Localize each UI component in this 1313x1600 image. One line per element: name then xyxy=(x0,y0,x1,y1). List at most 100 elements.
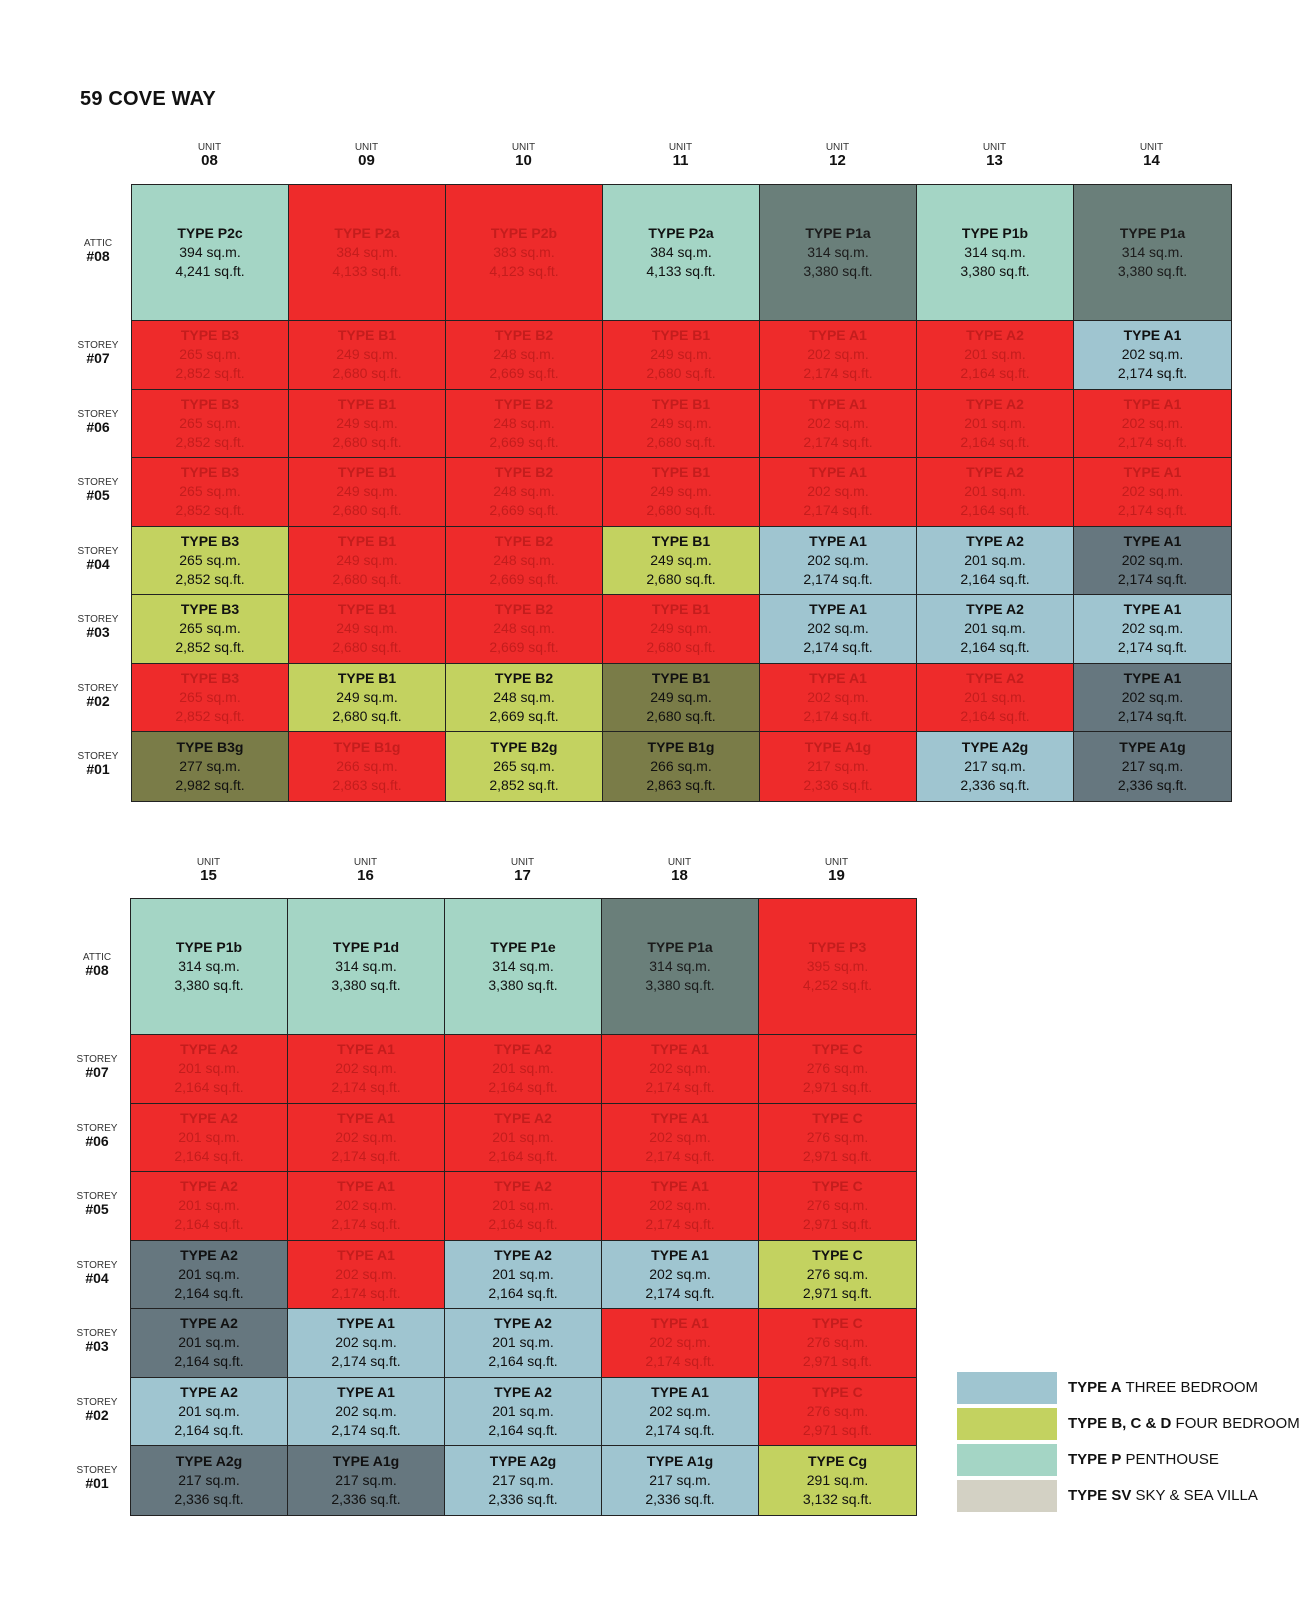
legend-type: TYPE B, C & D xyxy=(1068,1415,1172,1432)
unit-cell[interactable]: TYPE B1 249 sq.m. 2,680 sq.ft. xyxy=(289,458,446,527)
unit-cell[interactable]: TYPE B1 249 sq.m. 2,680 sq.ft. xyxy=(603,663,760,732)
unit-cell[interactable]: TYPE A2 201 sq.m. 2,164 sq.ft. xyxy=(917,458,1074,527)
unit-cell[interactable]: TYPE A1 202 sq.m. 2,174 sq.ft. xyxy=(760,321,917,390)
unit-type: TYPE A1 xyxy=(809,532,867,549)
unit-cell[interactable]: TYPE P1b 314 sq.m. 3,380 sq.ft. xyxy=(131,899,288,1035)
unit-cell[interactable]: TYPE B2 248 sq.m. 2,669 sq.ft. xyxy=(446,458,603,527)
unit-cell[interactable]: TYPE P2a 384 sq.m. 4,133 sq.ft. xyxy=(603,185,760,321)
unit-cell[interactable]: TYPE A1g 217 sq.m. 2,336 sq.ft. xyxy=(288,1446,445,1515)
unit-cell[interactable]: TYPE C 276 sq.m. 2,971 sq.ft. xyxy=(759,1172,916,1241)
unit-cell[interactable]: TYPE A1 202 sq.m. 2,174 sq.ft. xyxy=(760,663,917,732)
unit-cell[interactable]: TYPE A1 202 sq.m. 2,174 sq.ft. xyxy=(602,1172,759,1241)
unit-cell[interactable]: TYPE A1 202 sq.m. 2,174 sq.ft. xyxy=(760,458,917,527)
unit-cell[interactable]: TYPE A2 201 sq.m. 2,164 sq.ft. xyxy=(445,1103,602,1172)
unit-cell[interactable]: TYPE B3 265 sq.m. 2,852 sq.ft. xyxy=(132,526,289,595)
unit-cell[interactable]: TYPE A1 202 sq.m. 2,174 sq.ft. xyxy=(1074,595,1231,664)
unit-cell[interactable]: TYPE C 276 sq.m. 2,971 sq.ft. xyxy=(759,1377,916,1446)
unit-cell[interactable]: TYPE A1 202 sq.m. 2,174 sq.ft. xyxy=(288,1377,445,1446)
unit-cell[interactable]: TYPE A1g 217 sq.m. 2,336 sq.ft. xyxy=(602,1446,759,1515)
unit-cell[interactable]: TYPE A2g 217 sq.m. 2,336 sq.ft. xyxy=(917,732,1074,801)
unit-cell[interactable]: TYPE B2 248 sq.m. 2,669 sq.ft. xyxy=(446,389,603,458)
unit-cell[interactable]: TYPE A2 201 sq.m. 2,164 sq.ft. xyxy=(131,1035,288,1104)
unit-cell[interactable]: TYPE B2 248 sq.m. 2,669 sq.ft. xyxy=(446,526,603,595)
unit-cell[interactable]: TYPE P3 395 sq.m. 4,252 sq.ft. xyxy=(759,899,916,1035)
unit-cell[interactable]: TYPE A1 202 sq.m. 2,174 sq.ft. xyxy=(760,389,917,458)
unit-cell[interactable]: TYPE A2 201 sq.m. 2,164 sq.ft. xyxy=(445,1309,602,1378)
unit-cell[interactable]: TYPE B1g 266 sq.m. 2,863 sq.ft. xyxy=(603,732,760,801)
unit-cell[interactable]: TYPE B1 249 sq.m. 2,680 sq.ft. xyxy=(289,595,446,664)
unit-cell[interactable]: TYPE B3 265 sq.m. 2,852 sq.ft. xyxy=(132,458,289,527)
unit-cell[interactable]: TYPE A2 201 sq.m. 2,164 sq.ft. xyxy=(917,663,1074,732)
unit-cell[interactable]: TYPE A2g 217 sq.m. 2,336 sq.ft. xyxy=(445,1446,602,1515)
unit-cell[interactable]: TYPE A1 202 sq.m. 2,174 sq.ft. xyxy=(760,526,917,595)
unit-cell[interactable]: TYPE A1 202 sq.m. 2,174 sq.ft. xyxy=(288,1035,445,1104)
unit-cell[interactable]: TYPE P1a 314 sq.m. 3,380 sq.ft. xyxy=(760,185,917,321)
unit-cell[interactable]: TYPE B1 249 sq.m. 2,680 sq.ft. xyxy=(603,526,760,595)
unit-cell[interactable]: TYPE B2 248 sq.m. 2,669 sq.ft. xyxy=(446,321,603,390)
unit-cell[interactable]: TYPE A1 202 sq.m. 2,174 sq.ft. xyxy=(1074,663,1231,732)
unit-area-sqft: 2,174 sq.ft. xyxy=(803,502,873,519)
unit-cell[interactable]: TYPE A2 201 sq.m. 2,164 sq.ft. xyxy=(131,1309,288,1378)
unit-cell[interactable]: TYPE A1 202 sq.m. 2,174 sq.ft. xyxy=(1074,389,1231,458)
unit-cell[interactable]: TYPE B1g 266 sq.m. 2,863 sq.ft. xyxy=(289,732,446,801)
unit-cell[interactable]: TYPE A1 202 sq.m. 2,174 sq.ft. xyxy=(288,1103,445,1172)
unit-cell[interactable]: TYPE B1 249 sq.m. 2,680 sq.ft. xyxy=(603,595,760,664)
unit-type: TYPE A2 xyxy=(966,669,1024,686)
unit-cell[interactable]: TYPE C 276 sq.m. 2,971 sq.ft. xyxy=(759,1103,916,1172)
unit-cell[interactable]: TYPE A2 201 sq.m. 2,164 sq.ft. xyxy=(445,1377,602,1446)
unit-cell[interactable]: TYPE P2b 383 sq.m. 4,123 sq.ft. xyxy=(446,185,603,321)
unit-cell[interactable]: TYPE P1a 314 sq.m. 3,380 sq.ft. xyxy=(1074,185,1231,321)
unit-cell[interactable]: TYPE A1 202 sq.m. 2,174 sq.ft. xyxy=(288,1309,445,1378)
unit-cell[interactable]: TYPE A1 202 sq.m. 2,174 sq.ft. xyxy=(602,1309,759,1378)
unit-cell[interactable]: TYPE A1 202 sq.m. 2,174 sq.ft. xyxy=(602,1240,759,1309)
unit-cell[interactable]: TYPE A2 201 sq.m. 2,164 sq.ft. xyxy=(917,389,1074,458)
unit-cell[interactable]: TYPE A1 202 sq.m. 2,174 sq.ft. xyxy=(602,1103,759,1172)
unit-cell[interactable]: TYPE A2 201 sq.m. 2,164 sq.ft. xyxy=(445,1172,602,1241)
unit-cell[interactable]: TYPE A2 201 sq.m. 2,164 sq.ft. xyxy=(445,1035,602,1104)
unit-cell[interactable]: TYPE P1a 314 sq.m. 3,380 sq.ft. xyxy=(602,899,759,1035)
unit-cell[interactable]: TYPE B3 265 sq.m. 2,852 sq.ft. xyxy=(132,595,289,664)
unit-cell[interactable]: TYPE B3 265 sq.m. 2,852 sq.ft. xyxy=(132,663,289,732)
unit-cell[interactable]: TYPE B1 249 sq.m. 2,680 sq.ft. xyxy=(289,526,446,595)
unit-cell[interactable]: TYPE A2 201 sq.m. 2,164 sq.ft. xyxy=(131,1377,288,1446)
unit-cell[interactable]: TYPE P1e 314 sq.m. 3,380 sq.ft. xyxy=(445,899,602,1035)
unit-cell[interactable]: TYPE A1 202 sq.m. 2,174 sq.ft. xyxy=(1074,321,1231,390)
unit-cell[interactable]: TYPE A1 202 sq.m. 2,174 sq.ft. xyxy=(602,1035,759,1104)
unit-cell[interactable]: TYPE A2g 217 sq.m. 2,336 sq.ft. xyxy=(131,1446,288,1515)
unit-cell[interactable]: TYPE B1 249 sq.m. 2,680 sq.ft. xyxy=(603,321,760,390)
unit-cell[interactable]: TYPE A1 202 sq.m. 2,174 sq.ft. xyxy=(760,595,917,664)
unit-cell[interactable]: TYPE A1 202 sq.m. 2,174 sq.ft. xyxy=(288,1240,445,1309)
unit-cell[interactable]: TYPE A2 201 sq.m. 2,164 sq.ft. xyxy=(917,526,1074,595)
unit-cell[interactable]: TYPE P1d 314 sq.m. 3,380 sq.ft. xyxy=(288,899,445,1035)
unit-cell[interactable]: TYPE A1 202 sq.m. 2,174 sq.ft. xyxy=(1074,526,1231,595)
unit-cell[interactable]: TYPE Cg 291 sq.m. 3,132 sq.ft. xyxy=(759,1446,916,1515)
unit-cell[interactable]: TYPE A2 201 sq.m. 2,164 sq.ft. xyxy=(917,321,1074,390)
unit-cell[interactable]: TYPE B2 248 sq.m. 2,669 sq.ft. xyxy=(446,663,603,732)
unit-cell[interactable]: TYPE A1 202 sq.m. 2,174 sq.ft. xyxy=(602,1377,759,1446)
unit-cell[interactable]: TYPE A2 201 sq.m. 2,164 sq.ft. xyxy=(131,1172,288,1241)
unit-cell[interactable]: TYPE A2 201 sq.m. 2,164 sq.ft. xyxy=(917,595,1074,664)
unit-cell[interactable]: TYPE C 276 sq.m. 2,971 sq.ft. xyxy=(759,1240,916,1309)
unit-cell[interactable]: TYPE A1 202 sq.m. 2,174 sq.ft. xyxy=(1074,458,1231,527)
unit-cell[interactable]: TYPE A2 201 sq.m. 2,164 sq.ft. xyxy=(445,1240,602,1309)
unit-cell[interactable]: TYPE A1g 217 sq.m. 2,336 sq.ft. xyxy=(760,732,917,801)
unit-cell[interactable]: TYPE P2c 394 sq.m. 4,241 sq.ft. xyxy=(132,185,289,321)
unit-cell[interactable]: TYPE A1 202 sq.m. 2,174 sq.ft. xyxy=(288,1172,445,1241)
unit-cell[interactable]: TYPE B1 249 sq.m. 2,680 sq.ft. xyxy=(289,321,446,390)
unit-cell[interactable]: TYPE C 276 sq.m. 2,971 sq.ft. xyxy=(759,1035,916,1104)
unit-cell[interactable]: TYPE A2 201 sq.m. 2,164 sq.ft. xyxy=(131,1103,288,1172)
unit-cell[interactable]: TYPE B1 249 sq.m. 2,680 sq.ft. xyxy=(603,458,760,527)
unit-cell[interactable]: TYPE B2g 265 sq.m. 2,852 sq.ft. xyxy=(446,732,603,801)
unit-cell[interactable]: TYPE C 276 sq.m. 2,971 sq.ft. xyxy=(759,1309,916,1378)
unit-cell[interactable]: TYPE A2 201 sq.m. 2,164 sq.ft. xyxy=(131,1240,288,1309)
unit-cell[interactable]: TYPE B3 265 sq.m. 2,852 sq.ft. xyxy=(132,389,289,458)
unit-cell[interactable]: TYPE A1g 217 sq.m. 2,336 sq.ft. xyxy=(1074,732,1231,801)
unit-cell[interactable]: TYPE B3g 277 sq.m. 2,982 sq.ft. xyxy=(132,732,289,801)
unit-cell[interactable]: TYPE P2a 384 sq.m. 4,133 sq.ft. xyxy=(289,185,446,321)
unit-cell[interactable]: TYPE B1 249 sq.m. 2,680 sq.ft. xyxy=(603,389,760,458)
unit-cell[interactable]: TYPE P1b 314 sq.m. 3,380 sq.ft. xyxy=(917,185,1074,321)
unit-cell[interactable]: TYPE B1 249 sq.m. 2,680 sq.ft. xyxy=(289,663,446,732)
unit-cell[interactable]: TYPE B1 249 sq.m. 2,680 sq.ft. xyxy=(289,389,446,458)
unit-cell[interactable]: TYPE B2 248 sq.m. 2,669 sq.ft. xyxy=(446,595,603,664)
unit-cell[interactable]: TYPE B3 265 sq.m. 2,852 sq.ft. xyxy=(132,321,289,390)
